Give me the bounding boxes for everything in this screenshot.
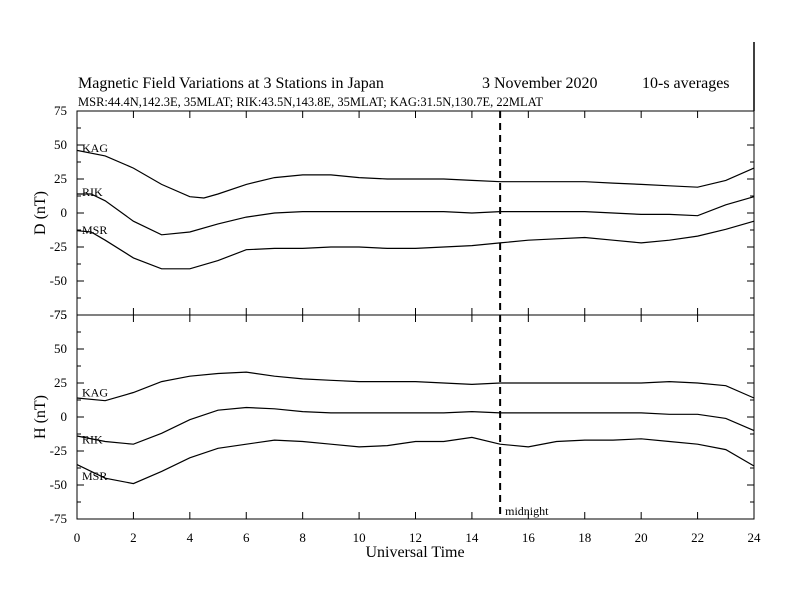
- series-label-rik: RIK: [82, 432, 103, 446]
- panel-1-frame: [76, 110, 755, 316]
- y-tick-label: 75: [54, 307, 67, 322]
- series-line-rik: [76, 406, 755, 445]
- x-tick-label: 6: [243, 530, 250, 545]
- series-line-kag: [76, 371, 755, 402]
- chart-date: 3 November 2020: [482, 75, 598, 92]
- series-line-kag: [76, 149, 755, 199]
- x-tick-label: 22: [691, 530, 704, 545]
- x-axis-title: Universal Time: [365, 544, 464, 561]
- y-tick-label: -50: [50, 273, 67, 288]
- series-label-kag: KAG: [82, 141, 108, 155]
- chart-title: Magnetic Field Variations at 3 Stations …: [78, 75, 384, 92]
- series-label-rik: RIK: [82, 185, 103, 199]
- y-tick-label: 50: [54, 137, 67, 152]
- y-tick-label: 0: [61, 409, 68, 424]
- y-axis-title: H (nT): [32, 395, 49, 439]
- x-tick-label: 18: [578, 530, 591, 545]
- x-tick-label: 0: [74, 530, 81, 545]
- y-tick-label: -50: [50, 477, 67, 492]
- y-tick-label: -75: [50, 511, 67, 526]
- x-tick-label: 4: [187, 530, 194, 545]
- x-tick-label: 12: [409, 530, 422, 545]
- series-label-msr: MSR: [82, 223, 107, 237]
- y-tick-label: -25: [50, 239, 67, 254]
- chart-averaging: 10-s averages: [642, 75, 730, 92]
- x-tick-label: 10: [353, 530, 366, 545]
- x-tick-label: 24: [748, 530, 762, 545]
- y-tick-label: 50: [54, 341, 67, 356]
- x-tick-label: 20: [635, 530, 648, 545]
- y-tick-label: 75: [54, 103, 67, 118]
- series-label-kag: KAG: [82, 386, 108, 400]
- series-line-msr: [76, 220, 755, 270]
- x-tick-label: 2: [130, 530, 137, 545]
- x-tick-label: 14: [465, 530, 479, 545]
- x-tick-label: 16: [522, 530, 536, 545]
- y-tick-label: -75: [50, 307, 67, 322]
- plot-area: 75 50 25 0 -25 -50 -75 D (nT) KAG RIK MSR 75 50 25 0 -2…: [32, 42, 761, 545]
- chart-subtitle: MSR:44.4N,142.3E, 35MLAT; RIK:43.5N,143.…: [78, 95, 543, 109]
- series-label-msr: MSR: [82, 469, 107, 483]
- series-line-msr: [76, 436, 755, 485]
- y-axis-title: D (nT): [32, 191, 49, 235]
- y-tick-label: 0: [61, 205, 68, 220]
- x-tick-label: 8: [299, 530, 306, 545]
- series-line-rik: [77, 193, 755, 236]
- y-tick-label: 25: [54, 171, 67, 186]
- midnight-label: midnight: [505, 504, 549, 518]
- panel-2-frame: [76, 314, 755, 520]
- y-tick-label: 25: [54, 375, 67, 390]
- y-tick-label: -25: [50, 443, 67, 458]
